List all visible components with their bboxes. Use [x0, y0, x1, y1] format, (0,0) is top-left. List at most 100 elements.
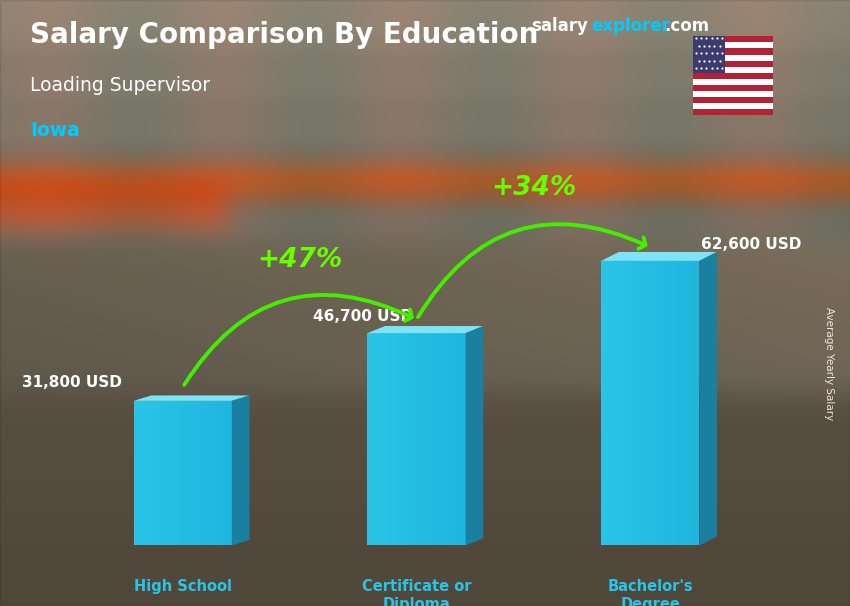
- Bar: [434, 333, 436, 545]
- Text: 46,700 USD: 46,700 USD: [313, 309, 413, 324]
- Bar: [665, 261, 666, 545]
- Bar: [693, 103, 774, 109]
- Bar: [666, 261, 668, 545]
- Bar: [190, 401, 191, 545]
- Polygon shape: [700, 252, 717, 545]
- Bar: [158, 401, 160, 545]
- Bar: [374, 333, 376, 545]
- Bar: [675, 261, 677, 545]
- Bar: [405, 333, 406, 545]
- Bar: [639, 261, 640, 545]
- Bar: [390, 333, 392, 545]
- Bar: [149, 401, 150, 545]
- Bar: [209, 401, 211, 545]
- Bar: [137, 401, 139, 545]
- Bar: [647, 261, 649, 545]
- Bar: [678, 261, 680, 545]
- Bar: [167, 401, 168, 545]
- Bar: [449, 333, 450, 545]
- Bar: [186, 401, 188, 545]
- Text: .com: .com: [665, 17, 710, 35]
- Polygon shape: [466, 326, 484, 545]
- Bar: [383, 333, 385, 545]
- Bar: [693, 36, 774, 42]
- Text: High School: High School: [133, 579, 232, 594]
- Bar: [693, 67, 774, 73]
- Bar: [462, 333, 464, 545]
- Bar: [603, 261, 604, 545]
- Bar: [176, 401, 178, 545]
- Bar: [197, 401, 199, 545]
- Bar: [139, 401, 140, 545]
- Bar: [222, 401, 224, 545]
- Bar: [170, 401, 172, 545]
- Bar: [672, 261, 673, 545]
- Bar: [218, 401, 220, 545]
- Bar: [663, 261, 665, 545]
- Bar: [436, 333, 438, 545]
- Bar: [431, 333, 433, 545]
- Bar: [178, 401, 179, 545]
- Bar: [184, 401, 186, 545]
- Bar: [220, 401, 222, 545]
- Bar: [153, 401, 155, 545]
- Bar: [207, 401, 209, 545]
- Bar: [191, 401, 193, 545]
- Bar: [693, 73, 774, 79]
- Bar: [693, 261, 694, 545]
- Bar: [691, 261, 693, 545]
- Bar: [402, 333, 404, 545]
- Bar: [172, 401, 173, 545]
- Bar: [397, 333, 399, 545]
- Bar: [655, 261, 657, 545]
- Bar: [456, 333, 457, 545]
- Bar: [204, 401, 206, 545]
- Bar: [410, 333, 411, 545]
- Bar: [399, 333, 400, 545]
- Bar: [224, 401, 225, 545]
- Bar: [668, 261, 670, 545]
- Bar: [617, 261, 619, 545]
- Bar: [379, 333, 381, 545]
- Bar: [206, 401, 207, 545]
- Polygon shape: [133, 396, 250, 401]
- Bar: [673, 261, 675, 545]
- Text: 62,600 USD: 62,600 USD: [700, 237, 801, 252]
- Bar: [638, 261, 639, 545]
- Bar: [372, 333, 374, 545]
- Bar: [416, 333, 418, 545]
- Bar: [698, 261, 700, 545]
- Bar: [151, 401, 153, 545]
- Bar: [601, 261, 603, 545]
- Bar: [661, 261, 663, 545]
- Bar: [622, 261, 624, 545]
- Polygon shape: [601, 252, 717, 261]
- Text: Loading Supervisor: Loading Supervisor: [30, 76, 210, 95]
- Bar: [693, 91, 774, 97]
- Text: Average Yearly Salary: Average Yearly Salary: [824, 307, 834, 420]
- Text: Certificate or
Diploma: Certificate or Diploma: [362, 579, 471, 606]
- Bar: [387, 333, 388, 545]
- Bar: [201, 401, 202, 545]
- Bar: [689, 261, 691, 545]
- Bar: [461, 333, 462, 545]
- Bar: [168, 401, 170, 545]
- Bar: [183, 401, 184, 545]
- Bar: [135, 401, 137, 545]
- Bar: [626, 261, 627, 545]
- Bar: [613, 261, 615, 545]
- Bar: [142, 401, 144, 545]
- Bar: [693, 79, 774, 85]
- Bar: [425, 333, 427, 545]
- Bar: [615, 261, 616, 545]
- Bar: [227, 401, 229, 545]
- Bar: [188, 401, 190, 545]
- Bar: [156, 401, 158, 545]
- Bar: [385, 333, 387, 545]
- Bar: [225, 401, 227, 545]
- Bar: [196, 401, 197, 545]
- Text: Bachelor's
Degree: Bachelor's Degree: [608, 579, 693, 606]
- Text: explorer: explorer: [591, 17, 670, 35]
- Bar: [411, 333, 413, 545]
- Bar: [211, 401, 212, 545]
